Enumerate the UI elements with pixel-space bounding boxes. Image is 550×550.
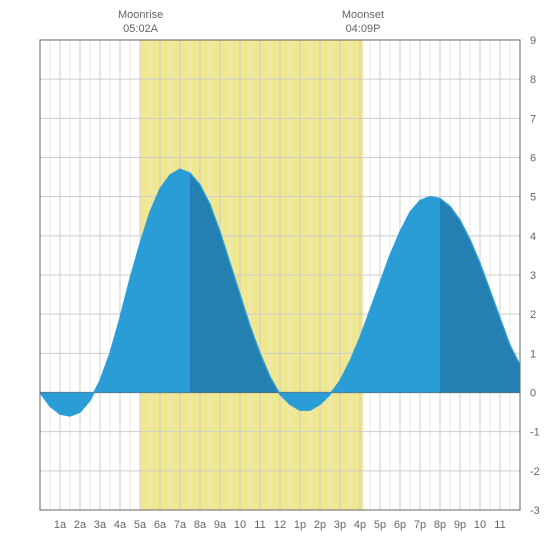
x-tick-label: 4p	[354, 519, 366, 531]
x-tick-label: 5a	[134, 519, 147, 531]
x-tick-label: 2a	[74, 519, 87, 531]
x-tick-label: 7a	[174, 519, 187, 531]
tide-chart: 1a2a3a4a5a6a7a8a9a1011121p2p3p4p5p6p7p8p…	[0, 0, 550, 550]
x-tick-label: 6p	[394, 519, 406, 531]
y-tick-label: 9	[530, 35, 536, 47]
moonset-time: 04:09P	[346, 23, 381, 35]
x-tick-label: 1a	[54, 519, 67, 531]
x-tick-label: 7p	[414, 519, 426, 531]
y-tick-label: 7	[530, 113, 536, 125]
x-tick-label: 9a	[214, 519, 227, 531]
x-tick-label: 2p	[314, 519, 326, 531]
x-tick-label: 10	[474, 519, 486, 531]
x-tick-label: 4a	[114, 519, 127, 531]
x-tick-label: 3a	[94, 519, 107, 531]
y-tick-label: -3	[530, 505, 540, 517]
x-tick-label: 1p	[294, 519, 306, 531]
y-tick-label: 1	[530, 348, 536, 360]
x-tick-label: 11	[494, 519, 505, 531]
y-tick-label: 2	[530, 309, 536, 321]
y-tick-label: 8	[530, 74, 536, 86]
y-tick-label: -1	[530, 427, 540, 439]
y-tick-label: 6	[530, 153, 536, 165]
x-tick-label: 3p	[334, 519, 346, 531]
chart-svg: 1a2a3a4a5a6a7a8a9a1011121p2p3p4p5p6p7p8p…	[0, 0, 550, 550]
x-tick-label: 10	[234, 519, 246, 531]
x-tick-label: 12	[274, 519, 286, 531]
x-tick-label: 6a	[154, 519, 167, 531]
x-tick-label: 8p	[434, 519, 446, 531]
y-tick-label: -2	[530, 466, 540, 478]
x-tick-label: 5p	[374, 519, 386, 531]
x-tick-label: 9p	[454, 519, 466, 531]
y-tick-label: 0	[530, 388, 536, 400]
moonset-label: Moonset	[342, 9, 384, 21]
y-tick-label: 4	[530, 231, 536, 243]
x-tick-label: 8a	[194, 519, 207, 531]
y-tick-label: 3	[530, 270, 536, 282]
moonrise-label: Moonrise	[118, 9, 163, 21]
moonrise-time: 05:02A	[123, 23, 159, 35]
y-tick-label: 5	[530, 192, 536, 204]
x-tick-label: 11	[254, 519, 265, 531]
